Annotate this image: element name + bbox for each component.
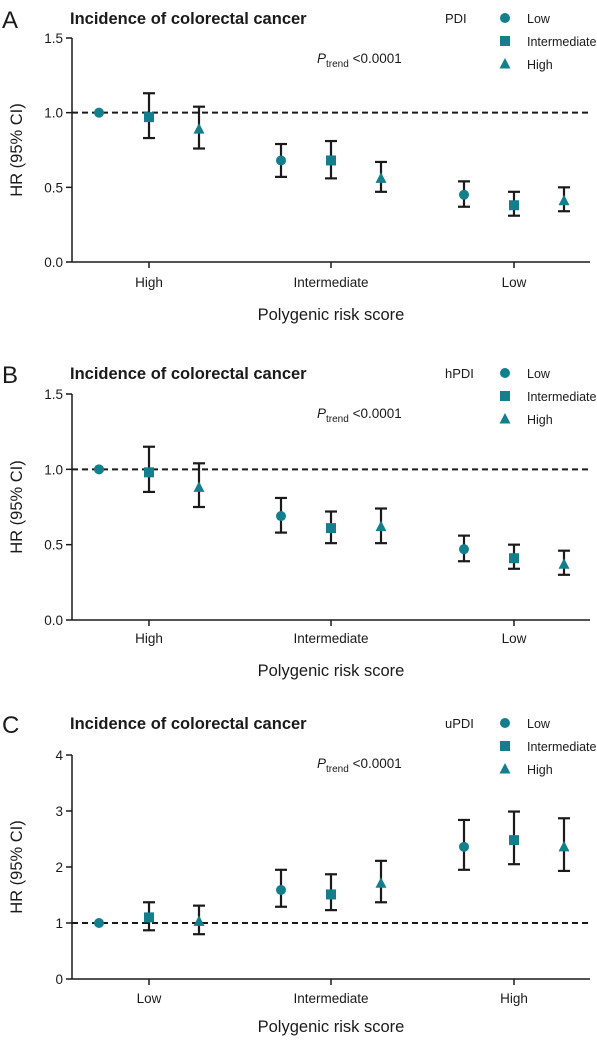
y-axis-title: HR (95% CI) xyxy=(8,103,26,197)
data-point xyxy=(558,840,570,852)
legend-entry: High xyxy=(527,763,553,777)
data-point xyxy=(144,467,154,478)
y-axis-title: HR (95% CI) xyxy=(8,820,26,914)
x-axis-title: Polygenic risk score xyxy=(258,662,405,680)
y-tick-label: 0.0 xyxy=(44,255,63,270)
x-tick-label: Intermediate xyxy=(293,991,368,1006)
y-tick-label: 0 xyxy=(55,972,63,987)
x-tick-label: Low xyxy=(137,991,162,1006)
chart-panel-b: B Incidence of colorectal cancer 0.0 0.5 1.0… xyxy=(2,362,597,680)
legend-marker xyxy=(500,391,510,401)
legend-marker xyxy=(499,763,511,774)
panel-letter: B xyxy=(2,362,18,389)
data-point xyxy=(144,912,154,923)
legend-marker xyxy=(500,36,510,46)
y-tick-label: 4 xyxy=(55,748,63,763)
y-tick-label: 0.5 xyxy=(44,180,63,195)
data-point xyxy=(276,155,286,166)
legend-marker xyxy=(500,13,510,23)
legend-entry: Low xyxy=(527,12,551,26)
y-tick-label: 2 xyxy=(55,860,63,875)
x-axis-title: Polygenic risk score xyxy=(258,1018,405,1036)
chart-panel-c: C Incidence of colorectal cancer 0 1 2 3 4 Low I… xyxy=(2,712,597,1036)
legend-marker xyxy=(500,368,510,378)
y-tick-label: 1.0 xyxy=(44,106,63,121)
data-point xyxy=(326,523,336,534)
data-point xyxy=(459,189,469,200)
data-point xyxy=(375,172,387,183)
x-tick-label: Low xyxy=(502,275,527,290)
legend-title: PDI xyxy=(445,11,467,26)
data-point xyxy=(558,194,570,206)
legend-title: uPDI xyxy=(445,716,474,731)
chart-panel-a: A Incidence of colorectal cancer 0.0 0.5 1.0… xyxy=(2,7,597,324)
legend-marker xyxy=(499,413,511,424)
legend-entry: Low xyxy=(527,367,551,381)
data-point xyxy=(94,918,104,928)
legend-marker xyxy=(499,58,511,69)
data-point xyxy=(193,915,205,926)
data-point xyxy=(509,553,519,564)
data-point xyxy=(509,835,519,846)
x-tick-label: Intermediate xyxy=(293,631,368,646)
x-tick-label: Low xyxy=(502,631,527,646)
panel-letter: C xyxy=(2,712,19,739)
data-point xyxy=(326,155,336,166)
data-point xyxy=(375,520,387,532)
x-tick-label: Intermediate xyxy=(293,275,368,290)
legend-entry: Intermediate xyxy=(527,740,597,754)
data-point xyxy=(94,464,104,475)
legend-title: hPDI xyxy=(445,366,474,381)
x-tick-label: High xyxy=(135,631,163,646)
data-point xyxy=(558,558,570,569)
data-point xyxy=(459,841,469,852)
data-point xyxy=(459,544,469,555)
y-axis-title: HR (95% CI) xyxy=(8,460,26,554)
y-tick-label: 1 xyxy=(55,916,63,931)
legend-marker xyxy=(500,718,510,728)
y-tick-label: 1.5 xyxy=(44,31,63,46)
legend-entry: Intermediate xyxy=(527,35,597,49)
x-tick-label: High xyxy=(500,991,528,1006)
x-tick-label: High xyxy=(135,275,163,290)
p-trend-annotation: Ptrend <0.0001 xyxy=(317,756,402,775)
y-tick-label: 1.0 xyxy=(44,462,63,477)
y-tick-label: 0.0 xyxy=(44,613,63,628)
data-point xyxy=(276,511,286,522)
x-axis-title: Polygenic risk score xyxy=(258,306,405,324)
data-point xyxy=(276,884,286,895)
data-point xyxy=(193,481,205,492)
y-tick-label: 1.5 xyxy=(44,387,63,402)
data-point xyxy=(375,877,387,888)
chart-title: Incidence of colorectal cancer xyxy=(70,10,307,28)
legend-entry: Low xyxy=(527,717,551,731)
p-trend-annotation: Ptrend <0.0001 xyxy=(317,406,402,425)
y-tick-label: 3 xyxy=(55,804,63,819)
data-point xyxy=(144,112,154,123)
legend-marker xyxy=(500,741,510,751)
chart-title: Incidence of colorectal cancer xyxy=(70,715,307,733)
legend-entry: Intermediate xyxy=(527,390,597,404)
chart-title: Incidence of colorectal cancer xyxy=(70,365,307,383)
legend-entry: High xyxy=(527,58,553,72)
data-point xyxy=(509,200,519,211)
y-tick-label: 0.5 xyxy=(44,538,63,553)
data-point xyxy=(326,889,336,900)
legend-entry: High xyxy=(527,413,553,427)
data-point xyxy=(94,107,104,118)
p-trend-annotation: Ptrend <0.0001 xyxy=(317,51,402,70)
data-point xyxy=(193,123,205,134)
panel-letter: A xyxy=(2,7,18,34)
